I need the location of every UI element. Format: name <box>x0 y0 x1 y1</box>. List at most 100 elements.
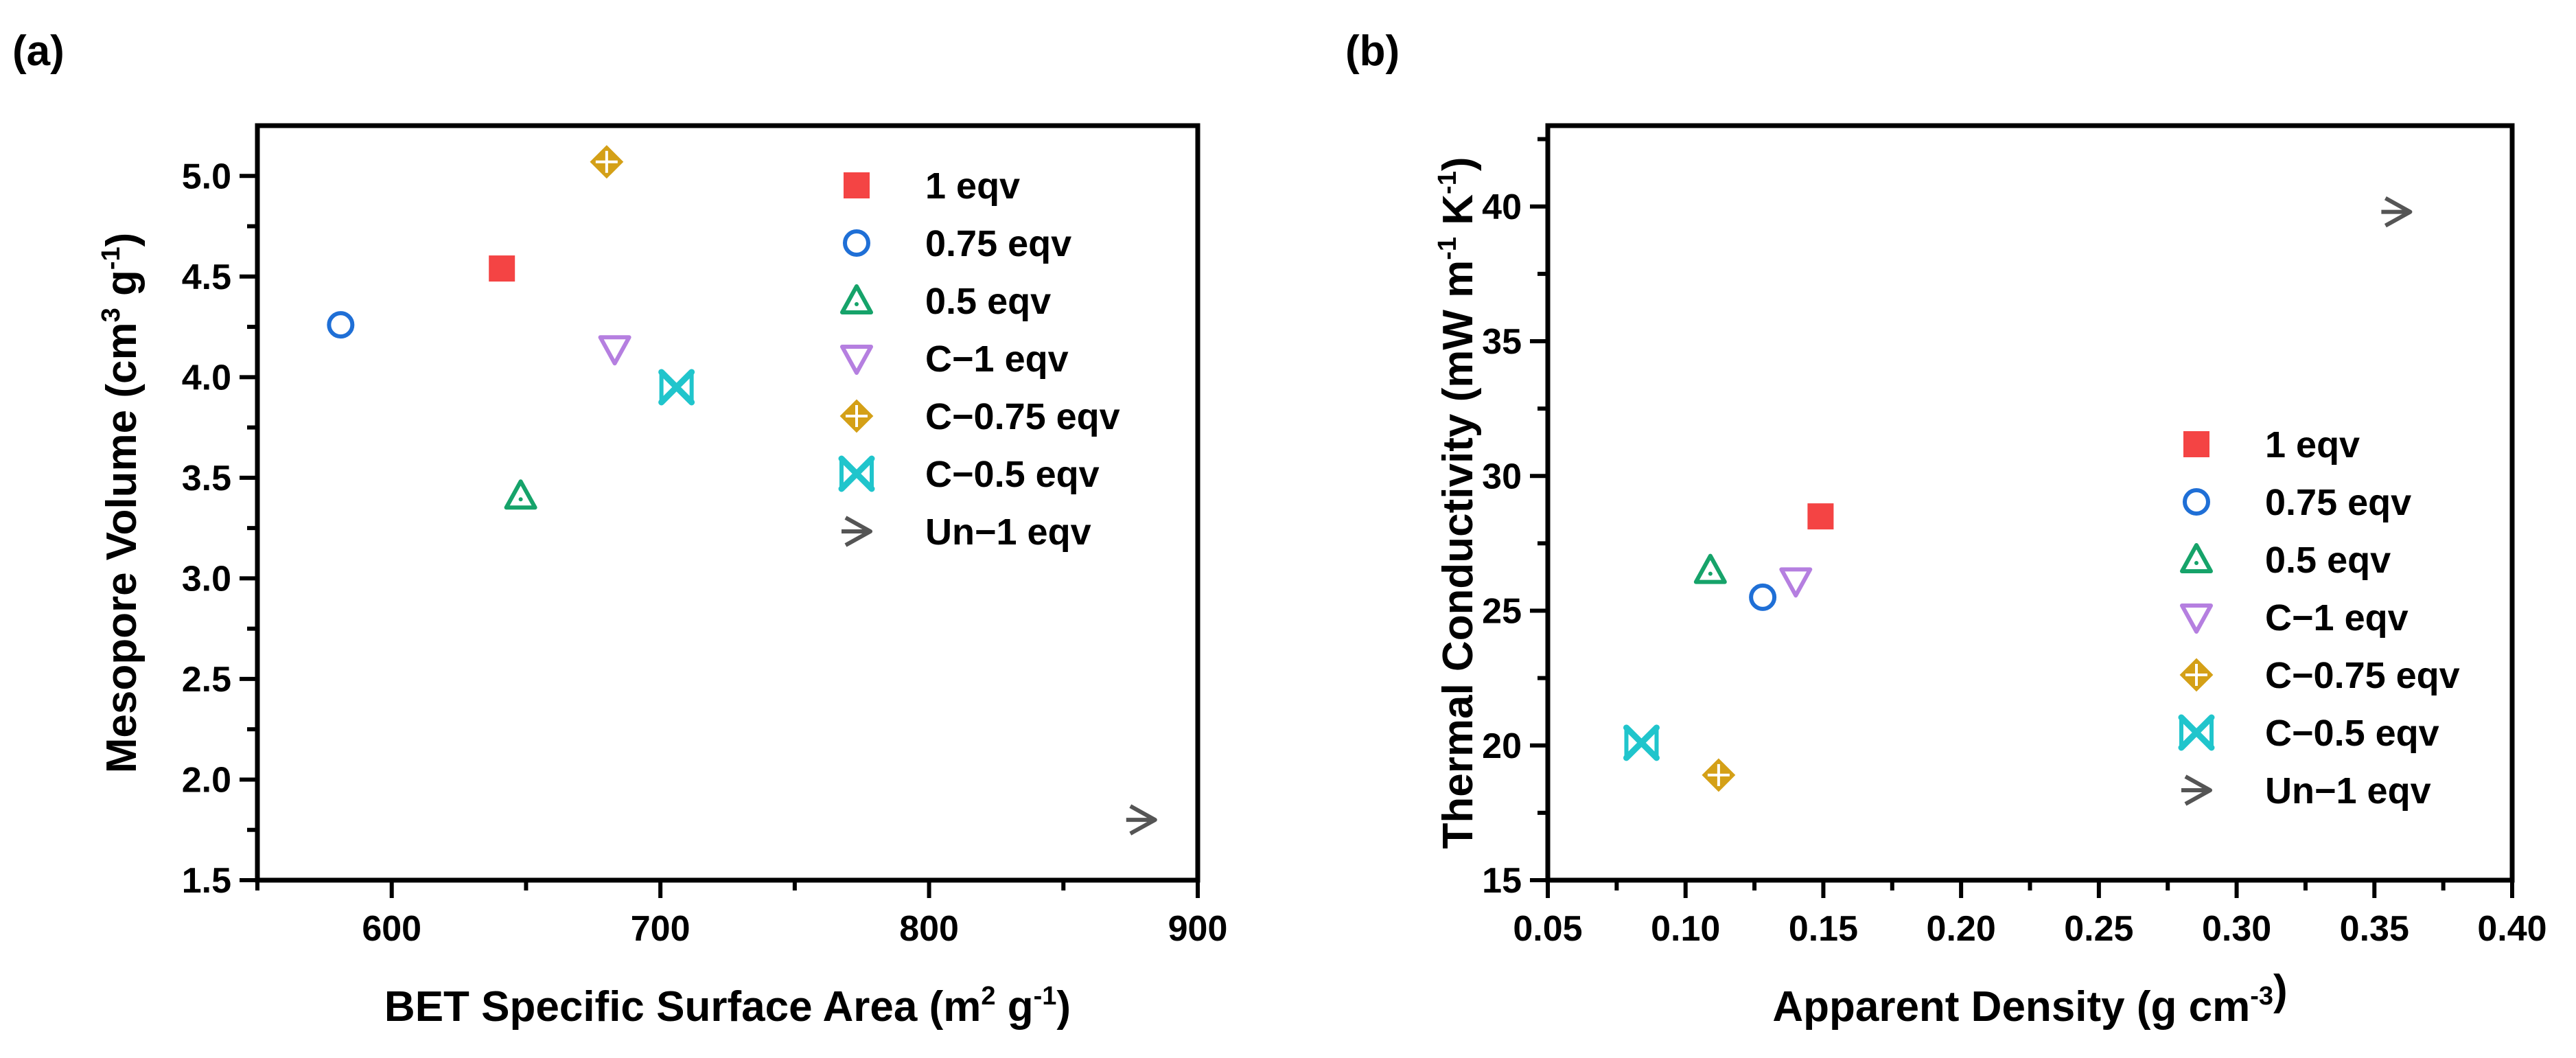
marker-x2 <box>2178 714 2215 751</box>
y-tick-label: 3.0 <box>182 559 231 599</box>
x-tick-label: 700 <box>631 909 691 949</box>
marker-x2 <box>658 369 695 406</box>
legend-label: 1 eqv <box>2265 424 2360 465</box>
axis-title-part: g <box>98 270 146 308</box>
data-point <box>1623 724 1660 761</box>
data-point <box>590 145 624 179</box>
y-tick-label: 2.5 <box>182 660 231 700</box>
y-tick-label: 2.0 <box>182 760 231 800</box>
marker-x2 <box>838 455 875 492</box>
axis-title-superscript: 2 <box>981 982 995 1011</box>
legend-marker <box>844 172 870 198</box>
axis-title-part: BET Specific Surface Area (m <box>384 983 981 1031</box>
axis-title-superscript: -1 <box>1433 237 1462 260</box>
panel-label: (b) <box>1345 27 1400 75</box>
y-tick-label: 3.5 <box>182 459 231 498</box>
y-tick-label: 15 <box>1482 861 1522 901</box>
data-point <box>2381 196 2413 228</box>
y-tick-label: 40 <box>1482 187 1522 227</box>
x-axis-title: BET Specific Surface Area (m2 g-1) <box>384 982 1071 1031</box>
axis-title-part: Thermal Conductivity (mW m <box>1435 260 1482 849</box>
x-tick-label: 0.40 <box>2477 909 2546 949</box>
marker-triangle-down <box>598 335 631 366</box>
marker-square <box>489 255 515 282</box>
axis-title-superscript: -3 <box>2250 982 2273 1011</box>
legend-label: 0.5 eqv <box>925 281 1051 322</box>
legend-marker <box>838 455 875 492</box>
data-point <box>1693 553 1727 584</box>
y-tick-label: 25 <box>1482 592 1522 632</box>
y-axis-title: Thermal Conductivity (mW m-1 K-1) <box>1433 157 1482 849</box>
x-tick-label: 0.20 <box>1927 909 1996 949</box>
data-point <box>598 335 631 366</box>
axis-title-part: ) <box>2273 967 2288 1014</box>
data-point <box>489 255 515 282</box>
panel-a: (a) 600 700 800 900 1.5 2.0 2.5 3.0 3.5 4.0 4.5 5.0 B… <box>12 27 1227 1031</box>
marker-triangle-down <box>840 345 873 375</box>
axis-title-part: ) <box>1435 157 1482 172</box>
marker-square <box>1807 503 1834 530</box>
y-tick-label: 5.0 <box>182 157 231 196</box>
axis-title-superscript: -1 <box>1433 171 1462 194</box>
legend-label: 0.75 eqv <box>925 223 1071 264</box>
legend-marker <box>842 516 872 547</box>
y-tick-label: 4.5 <box>182 257 231 297</box>
axis-title-part: ) <box>1056 983 1071 1031</box>
data-point <box>1779 567 1813 598</box>
legend-marker <box>2180 603 2213 634</box>
legend-label: C−0.75 eqv <box>925 396 1120 437</box>
legend: 1 eqv 0.75 eqv 0.5 eqv C−1 eqv C−0.75 eqv C−0… <box>2178 424 2460 812</box>
legend-label: C−0.5 eqv <box>2265 713 2439 754</box>
legend-marker <box>840 345 873 375</box>
marker-triangle-dot <box>2194 561 2198 565</box>
legend-label: C−0.5 eqv <box>925 454 1100 495</box>
x-tick-label: 0.15 <box>1789 909 1858 949</box>
axis-title-part: Mesopore Volume (cm <box>98 322 146 773</box>
y-tick-label: 4.0 <box>182 358 231 398</box>
marker-triangle-dot <box>1708 571 1713 576</box>
marker-triangle-down <box>1779 567 1813 598</box>
marker-triangle-dot <box>855 302 859 306</box>
axis-title-part: K <box>1435 194 1482 237</box>
marker-square <box>2183 431 2209 457</box>
data-point <box>327 311 355 339</box>
y-tick-label: 30 <box>1482 457 1522 496</box>
axis-title-superscript: -1 <box>1034 982 1057 1011</box>
legend-label: 0.5 eqv <box>2265 540 2391 581</box>
legend-marker <box>843 229 870 257</box>
x-axis-title: Apparent Density (g cm-3) <box>1772 967 2287 1031</box>
marker-circle <box>327 311 355 339</box>
legend-label: 1 eqv <box>925 165 1020 207</box>
y-tick-label: 20 <box>1482 726 1522 766</box>
y-tick-label: 1.5 <box>182 861 231 901</box>
x-tick-label: 0.35 <box>2340 909 2409 949</box>
marker-circle <box>1749 583 1777 611</box>
marker-triangle <box>2180 543 2213 573</box>
marker-square <box>844 172 870 198</box>
marker-triangle <box>840 284 873 314</box>
marker-triangle-down <box>2180 603 2213 634</box>
legend-label: C−0.75 eqv <box>2265 655 2460 696</box>
marker-circle <box>843 229 870 257</box>
legend-label: 0.75 eqv <box>2265 482 2411 523</box>
data-point <box>1749 583 1777 611</box>
marker-triangle <box>1693 553 1727 584</box>
plot-frame <box>255 123 1200 883</box>
data-point <box>658 369 695 406</box>
legend-marker <box>2179 658 2214 692</box>
data-point <box>1807 503 1834 530</box>
legend-marker <box>2183 488 2210 516</box>
marker-x2 <box>1623 724 1660 761</box>
marker-triangle-dot <box>518 497 523 502</box>
axis-title-part: g <box>996 983 1034 1031</box>
data-point <box>504 479 537 510</box>
axis-title-superscript: 3 <box>97 308 126 322</box>
panel-label: (a) <box>12 27 65 75</box>
y-axis-title: Mesopore Volume (cm3 g-1) <box>97 233 146 774</box>
x-tick-label: 0.30 <box>2202 909 2271 949</box>
legend-marker <box>840 284 873 314</box>
legend: 1 eqv 0.75 eqv 0.5 eqv C−1 eqv C−0.75 eqv C−0… <box>838 165 1120 553</box>
legend-label: C−1 eqv <box>925 338 1069 380</box>
legend-marker <box>839 399 874 433</box>
